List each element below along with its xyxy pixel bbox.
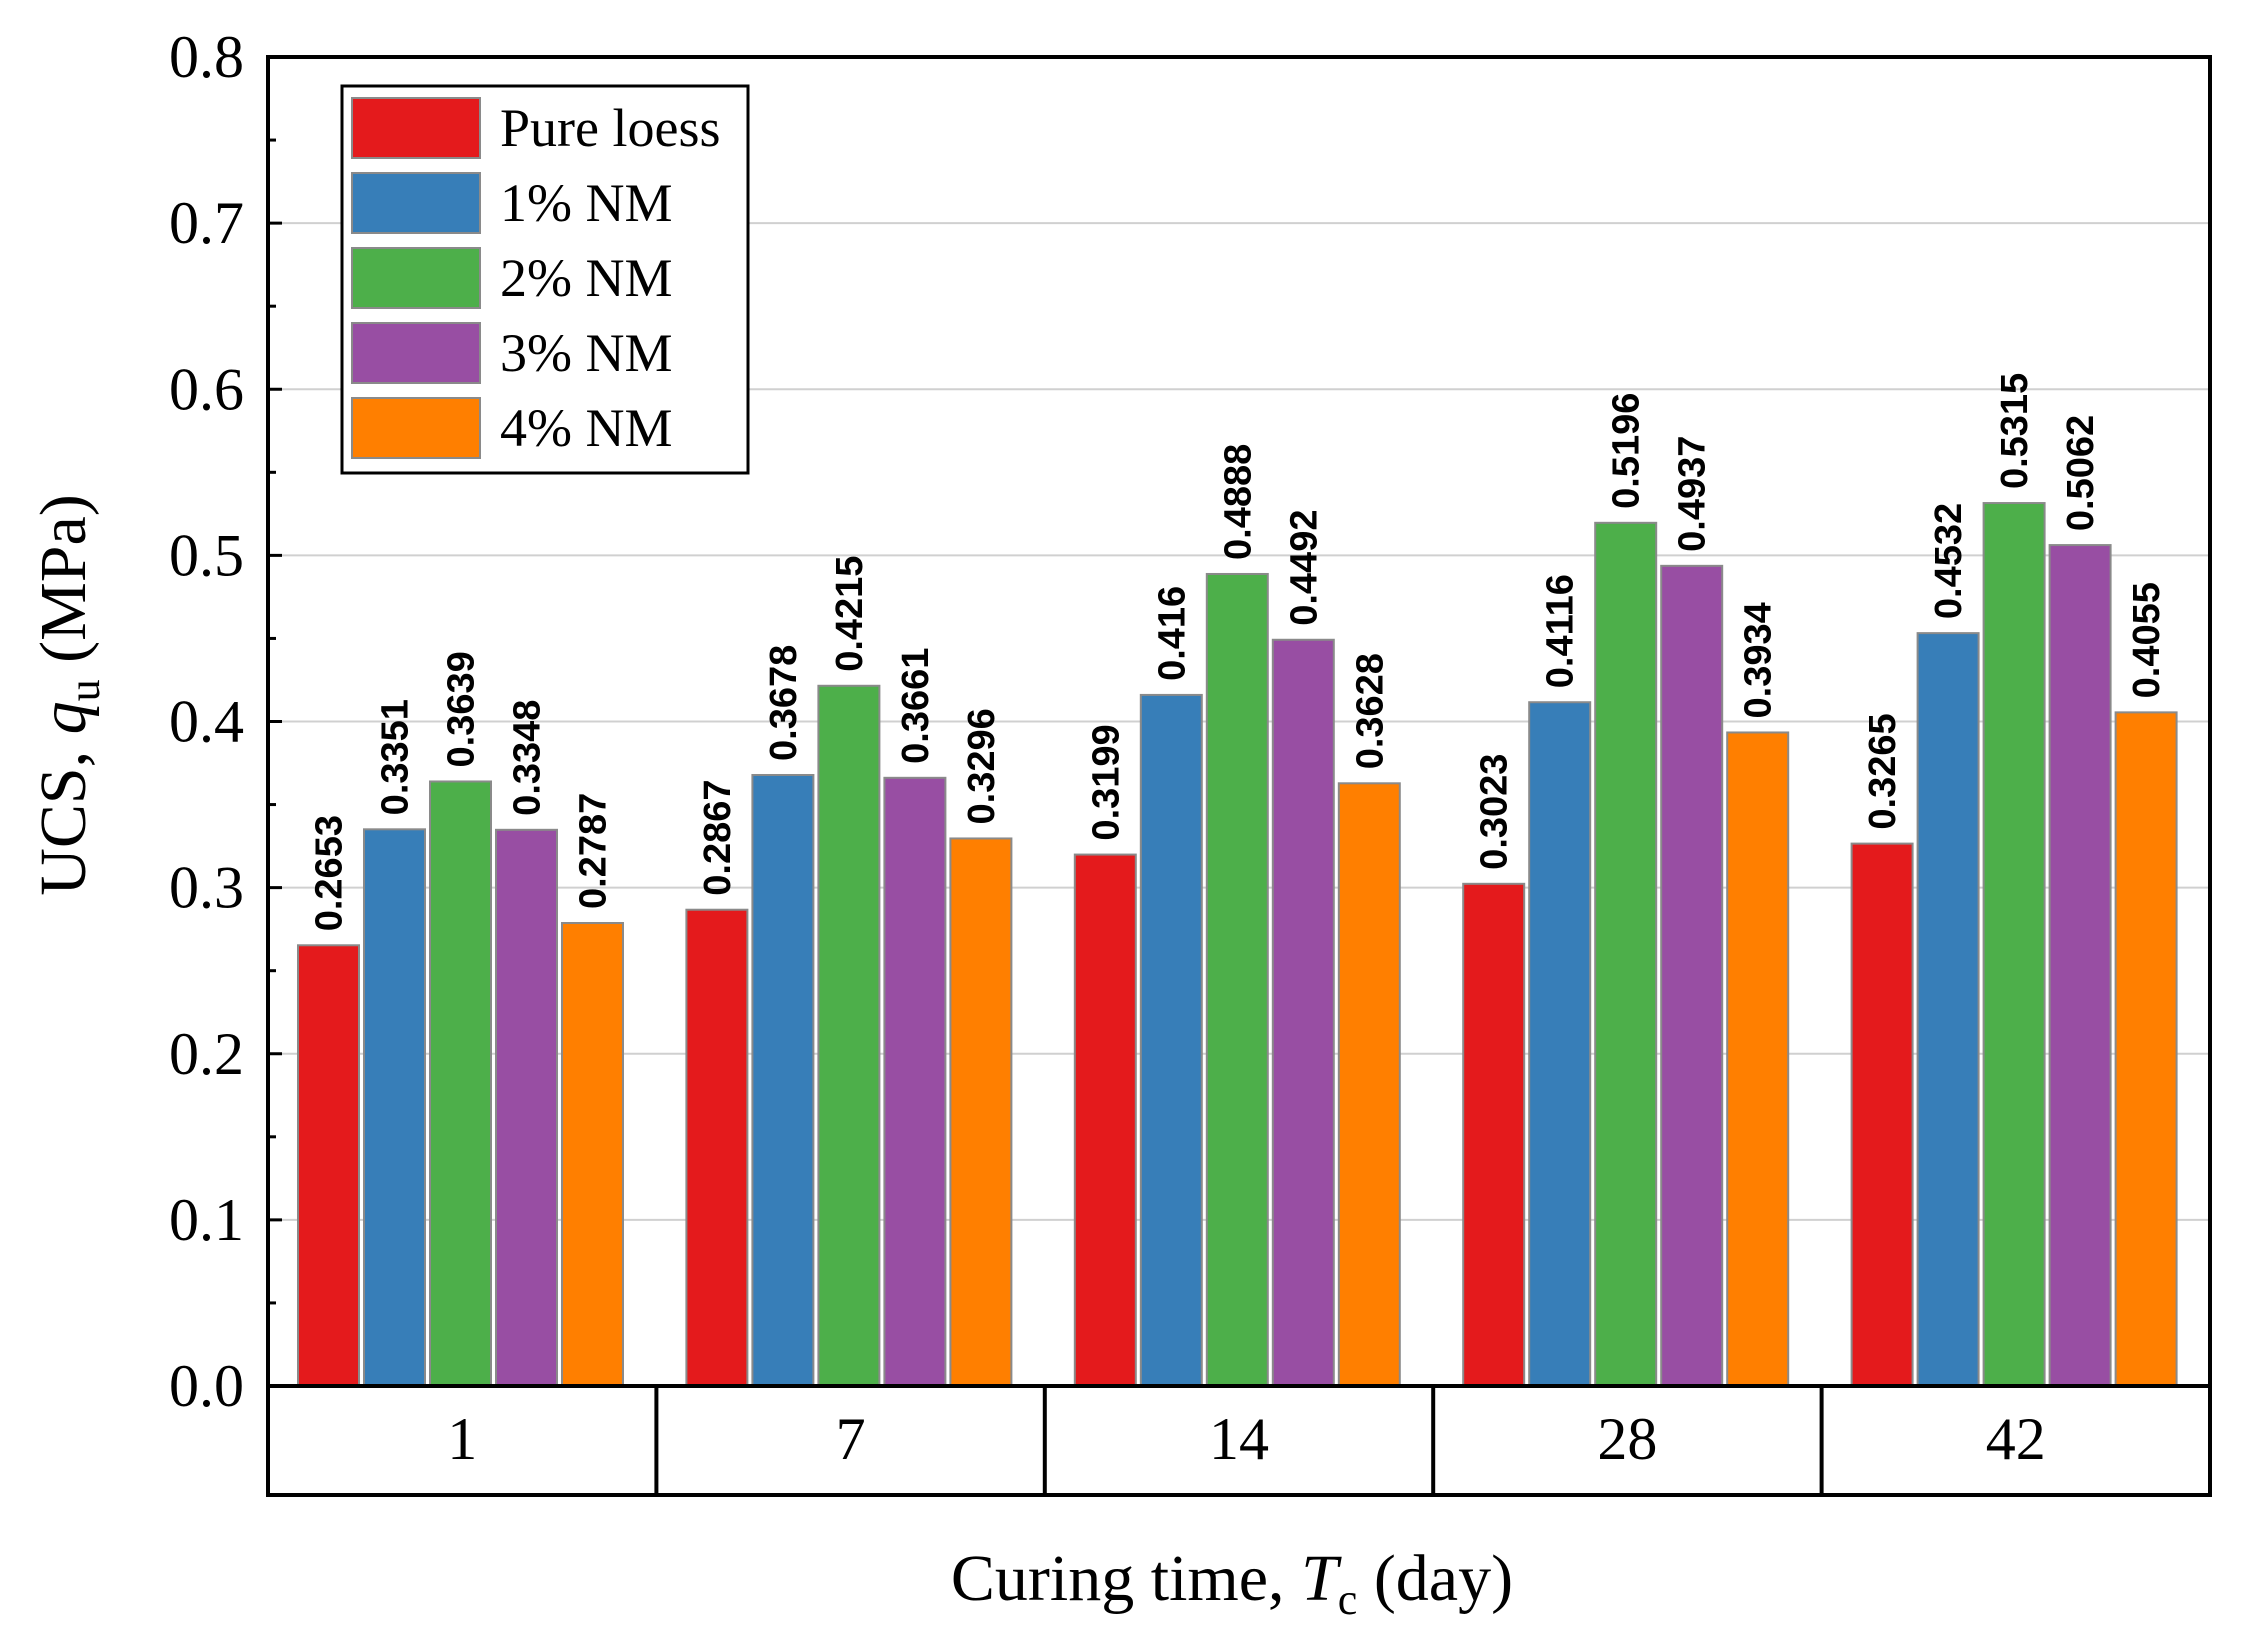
bar	[817, 684, 881, 1387]
legend: Pure loess 1% NM 2% NM 3% NM 4% NM	[340, 84, 750, 475]
y-tick-label: 0.3	[169, 855, 244, 921]
bar-value-label: 0.3296	[961, 708, 1003, 824]
bar	[1139, 693, 1203, 1387]
bar-value-label: 0.4532	[1928, 503, 1970, 619]
bar	[1205, 572, 1269, 1387]
x-category-label: 1	[447, 1406, 477, 1472]
x-axis-title-suffix: (day)	[1357, 1542, 1513, 1615]
bar-value-label: 0.4055	[2126, 582, 2168, 698]
x-category-label: 28	[1597, 1406, 1657, 1472]
bar-value-label: 0.2867	[697, 779, 739, 895]
legend-label: 3% NM	[500, 323, 673, 383]
legend-label: 1% NM	[500, 173, 673, 233]
x-category-label: 42	[1986, 1406, 2046, 1472]
x-axis-title-prefix: Curing time,	[951, 1542, 1301, 1615]
x-axis-title: Curing time, Tc (day)	[951, 1542, 1513, 1624]
bar-value-label: 0.4888	[1217, 444, 1259, 560]
legend-label: Pure loess	[500, 98, 720, 158]
bar-value-label: 0.5062	[2060, 415, 2102, 531]
bar	[1982, 502, 2046, 1387]
y-tick-label: 0.6	[169, 356, 244, 422]
bar	[1916, 632, 1980, 1387]
bar-value-label: 0.3265	[1862, 713, 1904, 829]
bar-value-label: 0.5315	[1994, 373, 2036, 489]
bar-value-label: 0.3678	[763, 645, 805, 761]
data-labels: 0.2653 0.2867 0.3199 0.3023 0.3265 0.3351 0.36…	[309, 373, 2169, 931]
bar	[685, 908, 749, 1387]
bars	[297, 502, 2178, 1388]
legend-swatch	[351, 247, 481, 309]
bar	[2114, 711, 2178, 1387]
bar-value-label: 0.2653	[309, 815, 351, 931]
bar-value-label: 0.3348	[507, 700, 549, 816]
bar	[949, 837, 1013, 1387]
x-axis-title-sub: c	[1338, 1575, 1358, 1624]
bar-value-label: 0.3661	[895, 648, 937, 764]
x-axis-title-var: T	[1301, 1542, 1342, 1615]
bar-value-label: 0.3628	[1349, 653, 1391, 769]
bar	[1073, 853, 1137, 1387]
legend-swatch	[351, 322, 481, 384]
category-table: 1 7 14 28 42	[266, 1384, 2212, 1497]
bar-value-label: 0.4937	[1672, 436, 1714, 552]
bar	[1594, 521, 1658, 1387]
category-table-frame	[266, 1384, 2212, 1497]
bar	[751, 773, 815, 1387]
bar	[2048, 544, 2112, 1387]
bar-value-label: 0.3199	[1085, 724, 1127, 840]
y-axis-title-suffix: (MPa)	[27, 494, 100, 679]
y-axis-title-prefix: UCS,	[27, 734, 100, 895]
y-tick-label: 0.4	[169, 689, 244, 755]
bar-value-label: 0.3639	[441, 651, 483, 767]
y-tick-label: 0.2	[169, 1021, 244, 1087]
bar-value-label: 0.4492	[1283, 510, 1325, 626]
y-tick-label: 0.1	[169, 1187, 244, 1253]
y-axis-title-var: q	[27, 701, 100, 734]
bar	[1528, 701, 1592, 1387]
x-category-label: 14	[1209, 1406, 1269, 1472]
bar-value-label: 0.5196	[1606, 393, 1648, 509]
x-category-label: 7	[836, 1406, 866, 1472]
bar	[1726, 731, 1790, 1387]
legend-label: 2% NM	[500, 248, 673, 308]
y-axis-title-sub: u	[60, 679, 109, 701]
bar-value-label: 0.3023	[1474, 754, 1516, 870]
bar-value-label: 0.3351	[375, 699, 417, 815]
axes: 0.0 0.1 0.2 0.3 0.4 0.5 0.6 0.7 0.8	[169, 24, 2212, 1419]
bar-value-label: 0.2787	[573, 793, 615, 909]
y-tick-label: 0.8	[169, 24, 244, 90]
legend-swatch	[351, 172, 481, 234]
bar	[1337, 782, 1401, 1387]
y-tick-label: 0.7	[169, 190, 244, 256]
bar	[1462, 882, 1526, 1387]
bar-value-label: 0.4215	[829, 556, 871, 672]
legend-label: 4% NM	[500, 398, 673, 458]
y-tick-label: 0.0	[169, 1353, 244, 1419]
bar	[297, 944, 360, 1387]
bar	[495, 828, 558, 1387]
bar	[1271, 638, 1335, 1387]
bar-value-label: 0.416	[1151, 586, 1193, 681]
bar-value-label: 0.3934	[1738, 602, 1780, 718]
bar	[1660, 564, 1724, 1387]
y-tick-label: 0.5	[169, 522, 244, 588]
legend-swatch	[351, 97, 481, 159]
bar	[561, 922, 624, 1388]
bar	[883, 776, 947, 1387]
legend-swatch	[351, 397, 481, 459]
bar-value-label: 0.4116	[1540, 574, 1582, 688]
bar	[363, 828, 426, 1387]
bar	[1850, 842, 1914, 1387]
bar	[429, 780, 492, 1387]
y-axis-title: UCS, qu (MPa)	[27, 494, 109, 896]
